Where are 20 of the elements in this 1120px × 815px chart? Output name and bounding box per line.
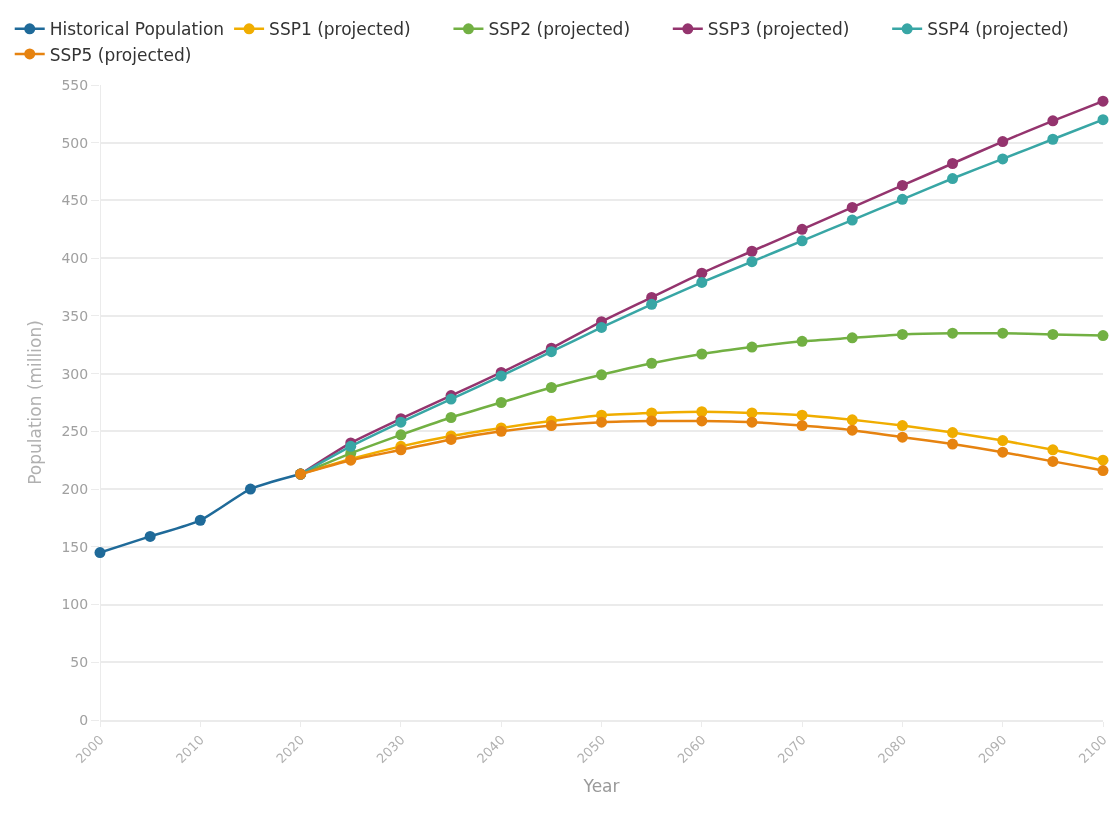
legend-label: SSP5 (projected) <box>49 44 192 65</box>
y-tick-label: 500 <box>61 134 89 151</box>
y-tick-label: 50 <box>70 654 89 671</box>
y-tick-label: 400 <box>61 250 89 267</box>
legend-label: SSP1 (projected) <box>269 19 411 40</box>
y-tick-label: 350 <box>61 307 89 324</box>
legend-label: Historical Population <box>49 19 225 40</box>
legend-label: SSP2 (projected) <box>488 19 631 40</box>
y-tick-label: 550 <box>61 76 89 93</box>
y-tick-label: 250 <box>61 423 89 440</box>
y-tick-label: 150 <box>61 538 89 555</box>
legend-label: SSP3 (projected) <box>707 19 850 40</box>
y-tick-label: 0 <box>79 711 89 728</box>
y-tick-label: 100 <box>61 596 89 613</box>
x-axis-title: Year <box>582 776 620 797</box>
y-tick-label: 200 <box>61 480 89 497</box>
y-axis-title: Population (million) <box>25 320 46 485</box>
y-tick-label: 450 <box>61 192 89 209</box>
y-tick-label: 300 <box>61 365 89 382</box>
legend-label: SSP4 (projected) <box>927 19 1069 40</box>
